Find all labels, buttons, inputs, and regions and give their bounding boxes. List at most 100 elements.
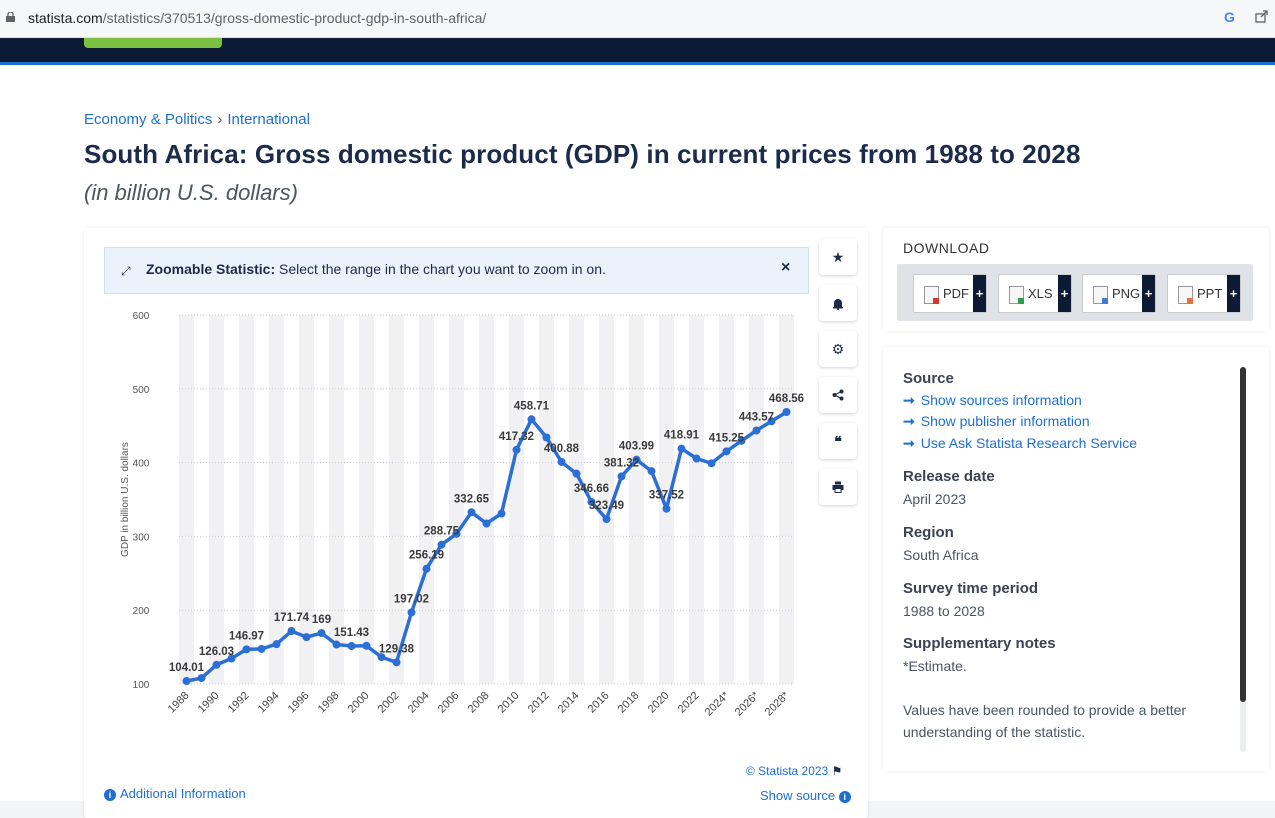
data-point bbox=[197, 674, 206, 683]
data-point bbox=[707, 459, 716, 468]
x-tick-label: 2002 bbox=[376, 690, 402, 716]
data-label: 146.97 bbox=[229, 630, 264, 642]
data-label: 417.32 bbox=[499, 431, 534, 443]
data-label: 288.75 bbox=[424, 526, 460, 538]
url-path: /statistics/370513/gross-domestic-produc… bbox=[102, 10, 487, 26]
y-axis-label: GDP in billion U.S. dollars bbox=[120, 442, 131, 557]
zoom-banner-close-icon[interactable]: × bbox=[781, 259, 791, 276]
year-band bbox=[779, 315, 794, 684]
rounding-note: Values have been rounded to provide a be… bbox=[903, 702, 1187, 740]
flag-icon: ⚑ bbox=[831, 764, 843, 778]
supplementary-notes-heading: Supplementary notes bbox=[903, 635, 1056, 652]
x-tick-label: 2026* bbox=[733, 689, 762, 718]
arrow-right-icon: ➞ bbox=[903, 435, 915, 451]
gdp-line-chart[interactable]: 100 200 300 400 500 600 GDP in billion U.S. do… bbox=[84, 298, 819, 758]
notification-button[interactable] bbox=[819, 285, 857, 321]
data-point bbox=[617, 472, 626, 481]
additional-information-link[interactable]: i Additional Information bbox=[104, 786, 246, 801]
favorite-button[interactable]: ★ bbox=[819, 239, 857, 275]
data-point bbox=[242, 645, 251, 654]
x-tick-label: 2024* bbox=[703, 689, 732, 718]
bell-icon bbox=[833, 298, 843, 310]
download-xls-button[interactable]: XLS + bbox=[998, 274, 1072, 313]
settings-button[interactable]: ⚙ bbox=[819, 331, 857, 367]
site-header bbox=[0, 38, 1275, 65]
download-pdf-button[interactable]: PDF + bbox=[913, 274, 987, 313]
data-point bbox=[572, 469, 581, 478]
year-band bbox=[449, 315, 464, 684]
x-tick-label: 2008 bbox=[466, 690, 492, 716]
share-button[interactable] bbox=[819, 377, 857, 413]
year-band bbox=[359, 315, 374, 684]
data-point bbox=[272, 640, 281, 649]
download-png-button[interactable]: PNG + bbox=[1082, 274, 1156, 313]
arrow-right-icon: ➞ bbox=[903, 392, 915, 408]
download-png-label: PNG bbox=[1112, 286, 1141, 301]
data-point bbox=[212, 660, 221, 669]
data-label: 346.66 bbox=[574, 483, 609, 495]
year-band bbox=[389, 315, 404, 684]
show-sources-link[interactable]: ➞ Show sources information bbox=[903, 392, 1082, 409]
x-tick-label: 2010 bbox=[496, 690, 522, 716]
breadcrumb-international[interactable]: International bbox=[227, 111, 310, 128]
show-publisher-label: Show publisher information bbox=[920, 413, 1090, 429]
cite-button[interactable]: ❝ bbox=[819, 423, 857, 459]
y-tick-label: 600 bbox=[133, 311, 150, 322]
data-point bbox=[437, 540, 446, 549]
show-source-link[interactable]: Show source i bbox=[760, 788, 855, 803]
url-text[interactable]: statista.com/statistics/370513/gross-dom… bbox=[28, 10, 486, 26]
url-host: statista.com bbox=[28, 10, 103, 26]
x-tick-label: 2022 bbox=[676, 690, 702, 716]
data-label: 151.43 bbox=[334, 627, 369, 639]
release-date-heading: Release date bbox=[903, 468, 995, 485]
year-band bbox=[599, 315, 614, 684]
year-band bbox=[509, 315, 524, 684]
show-sources-label: Show sources information bbox=[920, 392, 1082, 408]
page-subtitle: (in billion U.S. dollars) bbox=[84, 180, 298, 205]
show-publisher-link[interactable]: ➞ Show publisher information bbox=[903, 413, 1090, 430]
data-point bbox=[287, 627, 296, 636]
breadcrumb: Economy & Politics › International bbox=[84, 111, 310, 128]
browser-address-bar[interactable]: statista.com/statistics/370513/gross-dom… bbox=[0, 0, 1275, 38]
data-point bbox=[542, 433, 551, 442]
print-icon bbox=[832, 481, 844, 493]
data-point bbox=[317, 629, 326, 638]
statistic-info-card: Source ➞ Show sources information ➞ Show p… bbox=[883, 347, 1269, 771]
xls-file-icon bbox=[1009, 286, 1024, 304]
ppt-badge bbox=[1187, 298, 1193, 304]
data-label: 323.49 bbox=[589, 500, 624, 512]
print-button[interactable] bbox=[819, 469, 857, 505]
y-tick-label: 300 bbox=[133, 532, 150, 543]
data-label: 458.71 bbox=[514, 400, 550, 412]
data-point bbox=[512, 445, 521, 454]
data-point bbox=[752, 426, 761, 435]
ppt-file-icon bbox=[1178, 286, 1193, 304]
data-point bbox=[647, 467, 656, 476]
info-icon: i bbox=[838, 790, 851, 803]
data-point bbox=[257, 644, 266, 653]
google-icon[interactable]: G bbox=[1224, 9, 1235, 25]
share-page-icon[interactable] bbox=[1255, 9, 1269, 23]
data-label: 400.88 bbox=[544, 443, 580, 455]
breadcrumb-separator: › bbox=[217, 111, 223, 128]
year-band bbox=[569, 315, 584, 684]
ask-statista-link[interactable]: ➞ Use Ask Statista Research Service bbox=[903, 435, 1137, 452]
data-point bbox=[767, 417, 776, 426]
data-label: 332.65 bbox=[454, 493, 490, 505]
info-scrollbar-thumb[interactable] bbox=[1240, 367, 1246, 702]
breadcrumb-economy-politics[interactable]: Economy & Politics bbox=[84, 111, 213, 128]
data-label: 415.25 bbox=[709, 432, 745, 444]
star-icon: ★ bbox=[831, 248, 845, 265]
data-label: 418.91 bbox=[664, 430, 700, 442]
y-tick-label: 500 bbox=[133, 385, 150, 396]
year-band bbox=[719, 315, 734, 684]
data-point bbox=[632, 455, 641, 464]
data-point bbox=[452, 529, 461, 538]
data-point bbox=[407, 608, 416, 617]
download-ppt-button[interactable]: PPT + bbox=[1167, 274, 1241, 313]
year-band bbox=[209, 315, 224, 684]
year-band bbox=[239, 315, 254, 684]
header-green-button[interactable] bbox=[84, 38, 222, 48]
copyright-notice[interactable]: © Statista 2023 ⚑ bbox=[746, 764, 842, 778]
data-point bbox=[482, 519, 491, 528]
